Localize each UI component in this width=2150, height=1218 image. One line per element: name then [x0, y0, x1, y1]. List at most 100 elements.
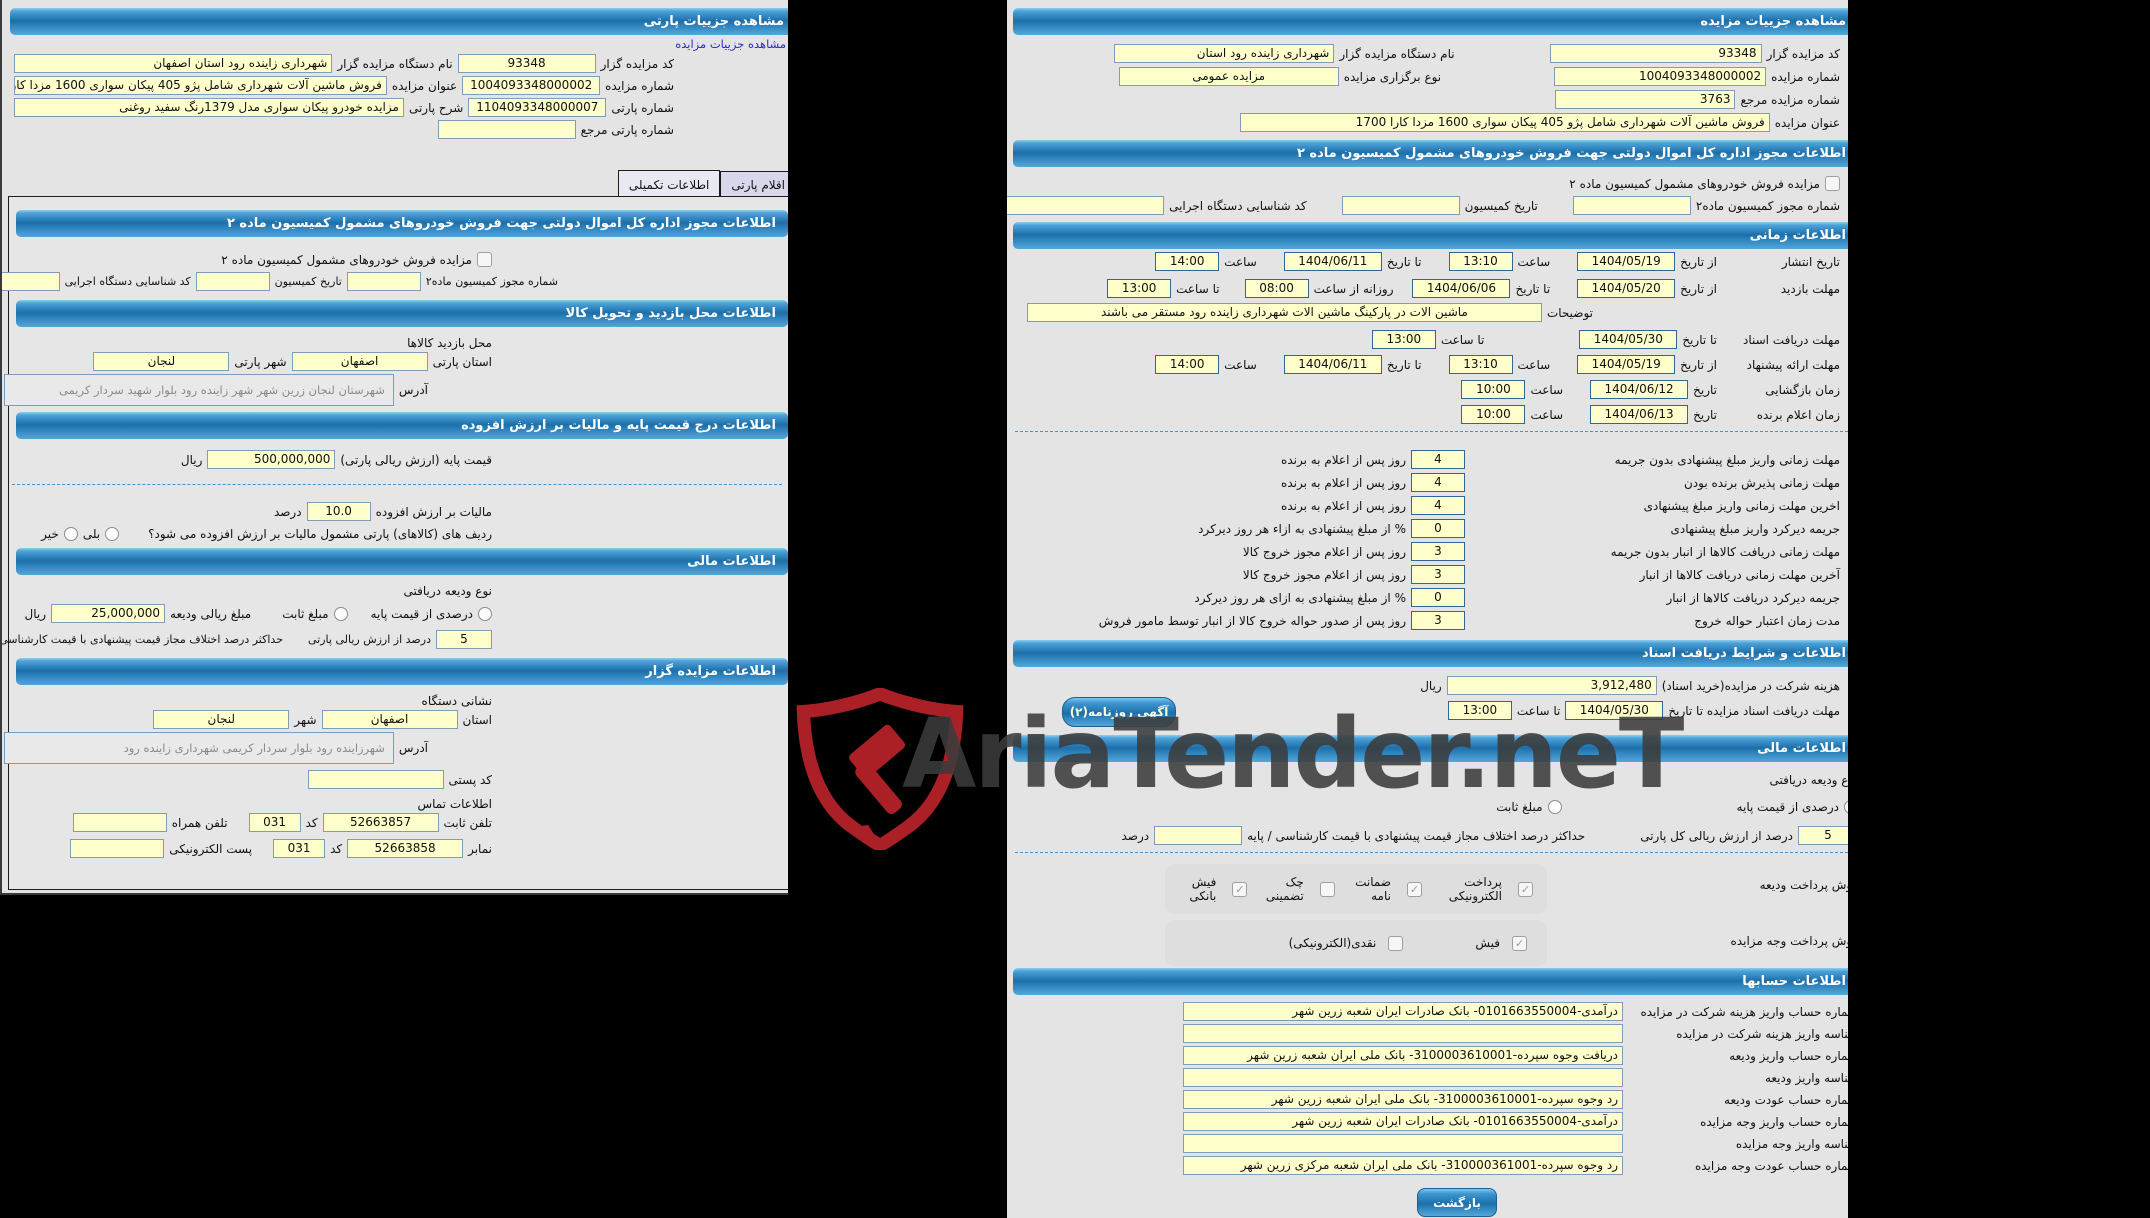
party-no-field[interactable]: 1104093348000007 [468, 98, 607, 117]
back-button[interactable]: بازگشت [1417, 1188, 1497, 1217]
commission-date-field[interactable] [195, 272, 270, 291]
visit-province-field[interactable]: اصفهان [291, 352, 428, 371]
opening-time[interactable]: 10:00 [1461, 380, 1526, 399]
auction-details-link[interactable]: مشاهده جزییات مزایده [675, 37, 786, 51]
account-0-field[interactable]: درآمدی-0101663550004- بانک صادرات ایران … [1183, 1002, 1623, 1021]
account-6-field[interactable] [1183, 1134, 1623, 1153]
notes-field[interactable]: ماشین الات در پارکینگ ماشین الات شهرداری… [1026, 303, 1542, 322]
visit-address-field[interactable]: شهرستان لنجان زرین شهر شهر زاینده رود بل… [3, 374, 394, 406]
vat-no-radio[interactable] [63, 527, 78, 541]
vat-yes-radio[interactable] [105, 527, 120, 541]
phone-code-field[interactable]: 031 [248, 813, 301, 832]
fixed-amount-radio[interactable] [333, 606, 348, 621]
docs-time[interactable]: 13:00 [1371, 330, 1436, 349]
winner-time[interactable]: 10:00 [1461, 405, 1526, 424]
deadline-0-field[interactable]: 4 [1411, 450, 1465, 469]
payment-method-slip-checkbox[interactable]: ✓ [1512, 935, 1527, 951]
exec-id-field[interactable] [2, 272, 60, 291]
party-price-header-text: اطلاعات درج قیمت پایه و مالیات بر ارزش ا… [461, 418, 776, 433]
tab-party-items[interactable]: اقلام پارتی [720, 171, 788, 197]
a-title-field[interactable]: فروش ماشین آلات شهرداری شامل پژو 405 پیک… [1239, 113, 1770, 132]
offer-to-time[interactable]: 14:00 [1155, 355, 1220, 374]
deposit-percent-field[interactable]: 5 [436, 630, 492, 649]
permit-no-field[interactable] [346, 272, 421, 291]
phone-code-label: کد [305, 815, 318, 830]
publish-from-date[interactable]: 1404/05/19 [1577, 252, 1676, 271]
account-5-field[interactable]: درآمدی-0101663550004- بانک صادرات ایران … [1183, 1112, 1623, 1131]
deadline-6-field[interactable]: 0 [1411, 588, 1465, 607]
offer-from-date[interactable]: 1404/05/19 [1577, 355, 1676, 374]
auction-permit-checkbox[interactable] [1825, 176, 1840, 191]
account-4-field[interactable]: رد وجوه سپرده-3100003610001- بانک ملی ای… [1183, 1090, 1623, 1109]
publish-to-time[interactable]: 14:00 [1155, 252, 1220, 271]
deadline-3-field[interactable]: 0 [1411, 519, 1465, 538]
a-auction-no-field[interactable]: 1004093348000002 [1554, 67, 1767, 86]
auction-title-field[interactable]: فروش ماشین آلات شهرداری شامل پژو 405 پیک… [14, 76, 387, 95]
visit-to-date[interactable]: 1404/06/06 [1412, 279, 1511, 298]
newspaper-ad-button[interactable]: آگهی روزنامه(۲) [1062, 697, 1176, 727]
a-permit-no-field[interactable] [1572, 196, 1691, 215]
phone-row: تلفن ثابت 52663857 کد 031 تلفن همراه [72, 813, 492, 832]
fax-code-field[interactable]: 031 [273, 839, 326, 858]
postal-field[interactable] [307, 770, 444, 789]
deposit-method-bankslip-checkbox[interactable]: ✓ [1232, 881, 1248, 897]
offer-from-time[interactable]: 13:10 [1448, 355, 1513, 374]
account-1-field[interactable] [1183, 1024, 1623, 1043]
deadline-2-field[interactable]: 4 [1411, 496, 1465, 515]
a-max-diff-field[interactable] [1154, 826, 1243, 845]
base-price-field[interactable]: 500,000,000 [207, 450, 336, 469]
mobile-field[interactable] [72, 813, 167, 832]
visit-city-field[interactable]: لنجان [93, 352, 230, 371]
agency-address-field[interactable]: شهرزاینده رود بلوار سردار کریمی شهرداری … [3, 732, 394, 764]
agency-city-field[interactable]: لنجان [153, 710, 290, 729]
bidder-code-field[interactable]: 93348 [457, 54, 596, 73]
deposit-method-guarantee-checkbox[interactable]: ✓ [1406, 881, 1422, 897]
opening-date[interactable]: 1404/06/12 [1590, 380, 1689, 399]
email-field[interactable] [70, 839, 165, 858]
payment-method-cash-checkbox[interactable] [1388, 935, 1404, 951]
deposit-method-epay-checkbox[interactable]: ✓ [1518, 881, 1533, 897]
account-7-field[interactable]: رد وجوه سپرده-310000361001- بانک ملی ایر… [1183, 1156, 1623, 1175]
publish-from-time[interactable]: 13:10 [1448, 252, 1513, 271]
deadline-4-field[interactable]: 3 [1411, 542, 1465, 561]
fax-field[interactable]: 52663858 [347, 839, 464, 858]
deposit-amount-field[interactable]: 25,000,000 [51, 604, 166, 623]
visit-to-time[interactable]: 13:00 [1107, 279, 1172, 298]
vat-field[interactable]: 10.0 [306, 502, 371, 521]
party-desc-field[interactable]: مزایده خودرو پیکان سواری مدل 1379رنگ سفی… [14, 98, 404, 117]
a-deposit-percent-field[interactable]: 5 [1798, 826, 1848, 845]
publish-to-date[interactable]: 1404/06/11 [1283, 252, 1382, 271]
visit-from-date[interactable]: 1404/05/20 [1577, 279, 1676, 298]
deadline-7-field[interactable]: 3 [1411, 611, 1465, 630]
deposit-method-check-checkbox[interactable] [1319, 881, 1335, 897]
visit-from-time[interactable]: 08:00 [1244, 279, 1309, 298]
deposit-methods-label-row: روش پرداخت ودیعه [1760, 878, 1848, 892]
fee-field[interactable]: 3,912,480 [1446, 676, 1657, 695]
a-fixed-amount-radio[interactable] [1547, 800, 1562, 814]
a-percent-of-base-radio[interactable] [1844, 800, 1848, 814]
deadline-1-field[interactable]: 4 [1411, 473, 1465, 492]
a-exec-id-field[interactable] [1007, 196, 1165, 215]
winner-date[interactable]: 1404/06/13 [1590, 405, 1689, 424]
party-ref-field[interactable] [437, 120, 576, 139]
a-commission-date-field[interactable] [1341, 196, 1460, 215]
account-3-field[interactable] [1183, 1068, 1623, 1087]
agency-province-field[interactable]: اصفهان [321, 710, 458, 729]
docs-date[interactable]: 1404/05/30 [1579, 330, 1678, 349]
deadline-5-field[interactable]: 3 [1411, 565, 1465, 584]
a-type-field[interactable]: مزایده عمومی [1118, 67, 1339, 86]
party-permit-checkbox[interactable] [477, 252, 492, 267]
docs-receive-date[interactable]: 1404/05/30 [1565, 701, 1664, 720]
phone-field[interactable]: 52663857 [322, 813, 439, 832]
percent-of-base-radio[interactable] [478, 606, 492, 621]
offer-to-date[interactable]: 1404/06/11 [1283, 355, 1382, 374]
a-agency-field[interactable]: شهرداری زاینده رود استان [1114, 44, 1335, 63]
auction-no-field[interactable]: 1004093348000002 [462, 76, 601, 95]
a-ref-field[interactable]: 3763 [1555, 90, 1736, 109]
docs-receive-time[interactable]: 13:00 [1447, 701, 1512, 720]
a-bidder-code-field[interactable]: 93348 [1549, 44, 1762, 63]
account-2-field[interactable]: دریافت وجوه سپرده-3100003610001- بانک مل… [1183, 1046, 1623, 1065]
agency-name-field[interactable]: شهرداری زاینده رود استان اصفهان [14, 54, 333, 73]
tab-additional-info[interactable]: اطلاعات تکمیلی [617, 170, 721, 198]
party-visit-header-text: اطلاعات محل بازدید و تحویل کالا [565, 306, 776, 321]
